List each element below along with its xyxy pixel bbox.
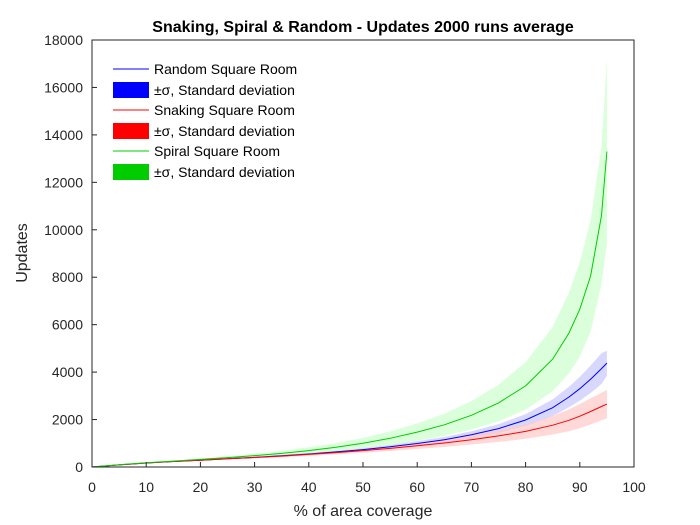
legend-random-square-room-std-swatch bbox=[113, 82, 149, 98]
y-axis: 0 2000 4000 6000 8000 10000 12000 14000 16000 180… bbox=[44, 32, 97, 475]
legend: Random Square Room ±σ, Standard deviation… bbox=[113, 61, 297, 180]
y-tick-label: 16000 bbox=[44, 79, 83, 95]
x-tick-label: 90 bbox=[572, 479, 588, 495]
series-lines bbox=[91, 151, 608, 468]
legend-snaking-square-room-std-label: ±σ, Standard deviation bbox=[154, 123, 295, 139]
legend-snaking-square-room-label: Snaking Square Room bbox=[154, 102, 295, 118]
x-tick-label: 100 bbox=[622, 479, 646, 495]
legend-spiral-square-room-std-swatch bbox=[113, 164, 149, 180]
y-tick-label: 6000 bbox=[52, 317, 83, 333]
x-tick-label: 60 bbox=[409, 479, 425, 495]
x-tick-label: 20 bbox=[193, 479, 209, 495]
legend-spiral-square-room-label: Spiral Square Room bbox=[154, 143, 280, 159]
confidence-bands bbox=[92, 59, 607, 467]
legend-snaking-square-room-std-swatch bbox=[113, 123, 149, 139]
spiral-square-room-std-band bbox=[92, 59, 607, 467]
x-tick-label: 40 bbox=[301, 479, 317, 495]
legend-random-square-room-std-label: ±σ, Standard deviation bbox=[154, 82, 295, 98]
x-axis: 0 10 20 30 40 50 60 70 80 90 100 bbox=[88, 462, 646, 495]
x-tick-label: 30 bbox=[247, 479, 263, 495]
x-tick-label: 70 bbox=[464, 479, 480, 495]
x-tick-label: 80 bbox=[518, 479, 534, 495]
x-tick-label: 0 bbox=[88, 479, 96, 495]
y-tick-label: 4000 bbox=[52, 364, 83, 380]
y-tick-label: 18000 bbox=[44, 32, 83, 48]
x-axis-label: % of area coverage bbox=[294, 503, 433, 520]
y-tick-label: 2000 bbox=[52, 412, 83, 428]
y-tick-label: 0 bbox=[75, 459, 83, 475]
x-tick-label: 50 bbox=[355, 479, 371, 495]
y-tick-label: 12000 bbox=[44, 174, 83, 190]
y-tick-label: 14000 bbox=[44, 127, 83, 143]
y-axis-label: Updates bbox=[14, 223, 31, 283]
y-tick-label: 10000 bbox=[44, 222, 83, 238]
spiral-square-room-line bbox=[91, 151, 608, 468]
legend-random-square-room-label: Random Square Room bbox=[154, 61, 297, 77]
x-tick-label: 10 bbox=[138, 479, 154, 495]
snaking-square-room-line bbox=[91, 403, 608, 468]
y-tick-label: 8000 bbox=[52, 269, 83, 285]
chart-title: Snaking, Spiral & Random - Updates 2000 … bbox=[152, 19, 574, 36]
legend-spiral-square-room-std-label: ±σ, Standard deviation bbox=[154, 164, 295, 180]
